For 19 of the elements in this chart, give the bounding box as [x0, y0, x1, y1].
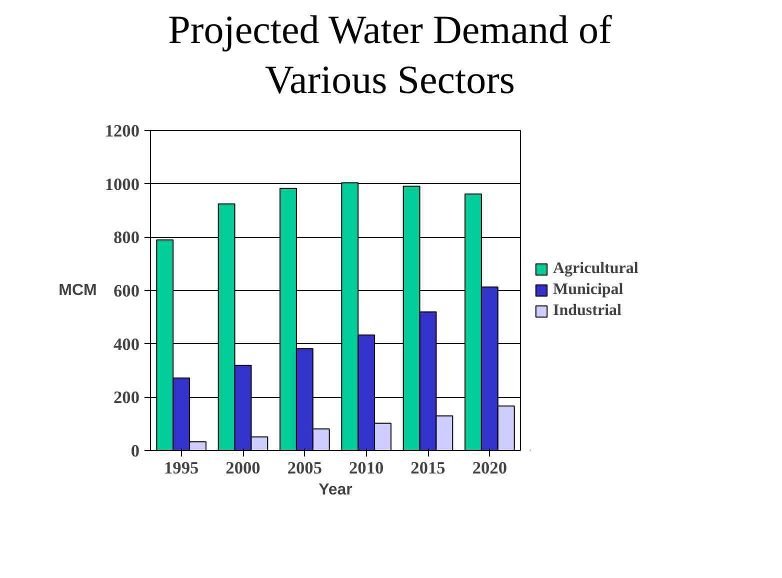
- x-tick-label: 2000: [226, 458, 260, 478]
- x-tick-label: 2020: [472, 458, 507, 478]
- x-tick-label: 2005: [287, 458, 322, 478]
- x-tick-label: 1995: [164, 458, 199, 478]
- y-tick-label: 1200: [104, 122, 140, 140]
- legend-label: Municipal: [553, 281, 624, 299]
- y-tick-label: 800: [114, 228, 140, 248]
- y-tick-label: 200: [114, 388, 140, 408]
- legend-label: Industrial: [553, 302, 622, 320]
- x-axis-title: Year: [318, 482, 352, 498]
- y-tick-label: 400: [114, 334, 140, 354]
- y-axis-title: MCM: [58, 282, 97, 299]
- x-tick-label: 2015: [410, 458, 446, 478]
- chart-title: Projected Water Demand of Various Sectors: [167, 6, 613, 104]
- y-tick-label: 600: [114, 282, 140, 300]
- legend-label: Agricultural: [553, 260, 638, 278]
- y-tick-label: 0: [130, 442, 140, 460]
- x-tick-label: 2010: [349, 458, 384, 478]
- y-tick-label: 1000: [104, 174, 140, 194]
